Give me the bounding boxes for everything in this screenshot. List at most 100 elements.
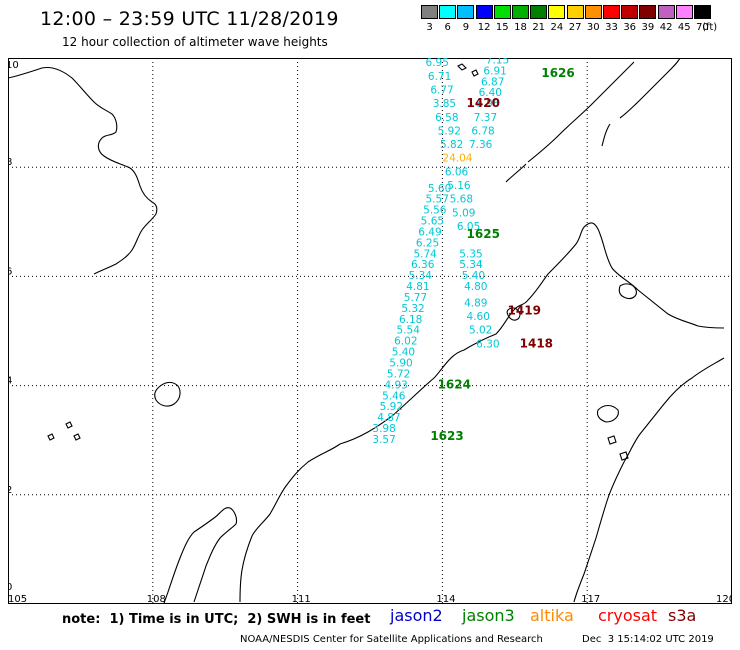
satellite-name: s3a <box>668 606 697 625</box>
wave-height-value: 4.80 <box>464 281 487 293</box>
lon-tick-label: 105 <box>8 594 27 604</box>
lat-lon-grid: 105 108 111 114 117 120 0 2 4 6 8 10 <box>8 58 732 604</box>
wave-height-value: 5.02 <box>469 325 492 337</box>
legend-swatch <box>457 5 475 19</box>
legend-label: 12 <box>477 22 491 33</box>
legend-swatch <box>548 5 566 19</box>
wave-height-value: 6.91 <box>483 65 506 77</box>
wave-height-value: 7.37 <box>474 112 497 124</box>
borneo-west-coastline <box>239 443 341 603</box>
lon-tick-label: 117 <box>581 594 600 604</box>
wave-height-value: 6.96 <box>476 98 500 110</box>
legend-label: 9 <box>462 22 470 33</box>
wave-height-value: 5.56 <box>423 205 447 217</box>
wave-height-value: 4.60 <box>467 311 490 323</box>
legend-swatch <box>566 5 584 19</box>
wave-height-value: 6.18 <box>399 314 422 326</box>
balabac-island <box>618 283 637 300</box>
wave-height-value: 6.49 <box>418 226 441 238</box>
legend-swatch <box>603 5 620 19</box>
satellite-name: altika <box>530 606 574 625</box>
wave-height-value: 5.92 <box>380 401 403 413</box>
generated-timestamp: Dec 3 15:14:02 UTC 2019 <box>582 634 714 645</box>
legend-label: 39 <box>641 22 655 33</box>
pass-time-label: 1625 <box>467 227 500 241</box>
wave-height-value: 6.87 <box>481 76 504 88</box>
wave-height-value: 4.87 <box>377 412 400 424</box>
legend-label: 3 <box>426 22 433 33</box>
legend-swatch <box>694 5 711 19</box>
wave-height-value: 5.90 <box>389 357 412 369</box>
wave-height-value: 6.05 <box>457 221 480 233</box>
legend-label: 6 <box>444 22 451 33</box>
satellite-name: jason2 <box>390 606 443 625</box>
wave-height-value: 5.09 <box>452 207 475 219</box>
footer-note: note: 1) Time is in UTC; 2) SWH is in fe… <box>62 612 371 627</box>
wave-height-value: 5.40 <box>392 347 415 359</box>
wave-height-value: 5.32 <box>401 303 424 315</box>
indochina-coastline <box>8 66 158 275</box>
lon-tick-label: 120 <box>716 594 732 604</box>
wave-height-value: 5.68 <box>450 194 473 206</box>
lat-tick-label: 6 <box>8 266 12 277</box>
lat-tick-label: 4 <box>8 376 12 387</box>
pass-time-label: 1626 <box>541 66 574 80</box>
lat-tick-label: 8 <box>8 157 12 168</box>
wave-height-value: 3.85 <box>433 98 456 110</box>
anambas-island <box>47 421 81 441</box>
mindoro-coastline <box>601 58 681 147</box>
wave-height-value: 5.57 <box>426 194 449 206</box>
wave-height-value: 5.65 <box>421 216 444 228</box>
legend-label: 36 <box>623 22 637 33</box>
wave-height-value: 5.92 <box>438 125 461 137</box>
legend-label: 15 <box>495 22 509 33</box>
wave-height-value: 6.71 <box>428 71 451 83</box>
wave-height-value: 6.95 <box>426 58 449 69</box>
legend-swatch <box>493 5 511 19</box>
wave-height-value: 5.16 <box>447 180 471 192</box>
wave-height-value: 4.89 <box>464 297 487 309</box>
lat-tick-label: 0 <box>8 582 12 593</box>
wave-height-value: 6.25 <box>416 237 439 249</box>
brunei-coast <box>506 307 521 321</box>
legend-label: 42 <box>659 22 673 33</box>
wave-height-value: 7.36 <box>469 139 493 151</box>
wave-height-value: 6.58 <box>435 112 458 124</box>
legend-label: 30 <box>586 22 600 33</box>
credit-line: NOAA/NESDIS Center for Satellite Applica… <box>240 634 543 645</box>
legend-label: 33 <box>605 22 618 33</box>
wave-height-value: 5.60 <box>428 183 451 195</box>
wave-height-value: 5.82 <box>440 139 463 151</box>
lon-tick-label: 111 <box>292 594 311 604</box>
wave-height-value: 5.34 <box>409 270 433 282</box>
wave-height-value: 6.02 <box>394 336 417 348</box>
legend-swatch <box>512 5 529 19</box>
legend-swatch <box>584 5 602 19</box>
legend-label: 24 <box>550 22 564 33</box>
pass-time-label: 1623 <box>430 429 463 443</box>
legend-label: 27 <box>568 22 582 33</box>
pass-time-label: 1419 <box>508 304 541 318</box>
map-frame <box>8 58 732 604</box>
satellite-name: jason3 <box>462 606 515 625</box>
wave-height-value: 5.74 <box>413 248 437 260</box>
wave-height-value: 3.98 <box>372 423 395 435</box>
legend-swatch <box>530 5 548 19</box>
satellite-tracks: 3.573.984.875.925.464.935.725.905.406.02… <box>372 58 574 446</box>
legend-swatch <box>475 5 493 19</box>
pass-time-label: 1418 <box>520 336 553 350</box>
lat-tick-label: 10 <box>8 60 19 71</box>
borneo-coastline <box>339 222 725 603</box>
wave-height-value: 6.06 <box>445 166 469 178</box>
wave-height-value: 3.57 <box>372 434 395 446</box>
wave-height-value: 5.46 <box>382 390 406 402</box>
wave-height-value: 5.35 <box>459 248 482 260</box>
satellite-name: cryosat <box>598 606 658 625</box>
lon-tick-label: 108 <box>147 594 166 604</box>
wave-height-value: 5.72 <box>387 368 410 380</box>
malay-peninsula-coastline <box>163 507 238 604</box>
map-subtitle: 12 hour collection of altimeter wave hei… <box>62 35 328 49</box>
legend-label: (ft) <box>702 22 718 33</box>
legend-swatch <box>439 5 457 19</box>
